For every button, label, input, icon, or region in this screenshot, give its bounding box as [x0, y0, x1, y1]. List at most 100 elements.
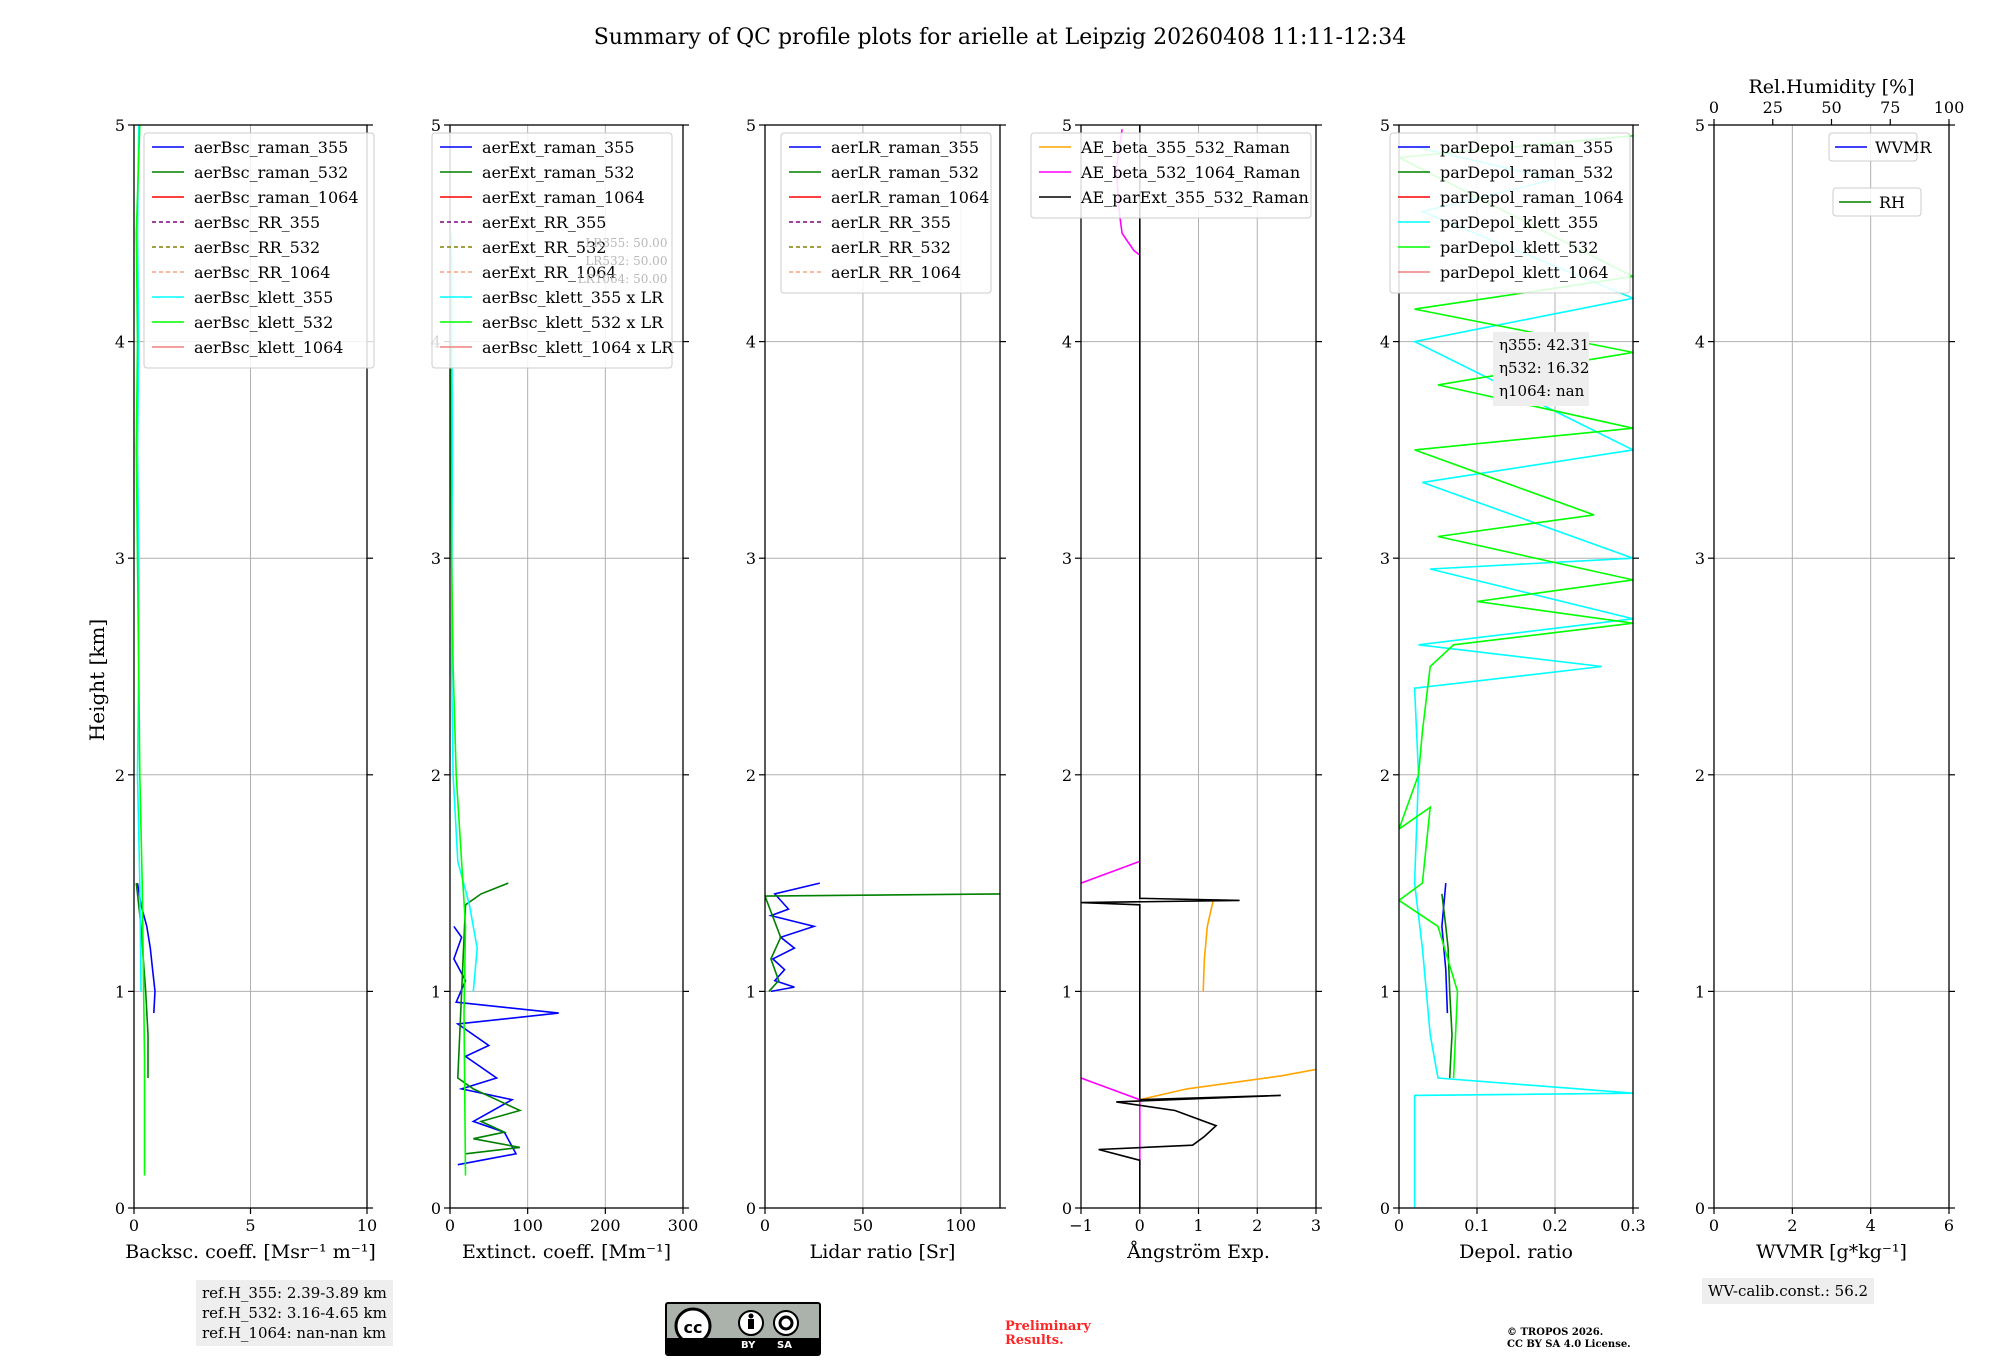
y-tick-label: 1: [1380, 982, 1390, 1001]
x-tick-label: 4: [1866, 1216, 1876, 1235]
x-tick-label: 3: [1311, 1216, 1321, 1235]
axes-frame: [764, 124, 1001, 1209]
series-parDepol_klett_355: [1412, 145, 1633, 1208]
legend-label: aerLR_RR_1064: [831, 263, 961, 282]
legend-label: parDepol_klett_355: [1440, 213, 1598, 232]
x-tick-label: 50: [853, 1216, 873, 1235]
legend-label: aerBsc_klett_1064 x LR: [482, 338, 674, 357]
x-tick-label: 2: [1252, 1216, 1262, 1235]
x-axis-label: Extinct. coeff. [Mm⁻¹]: [462, 1241, 671, 1263]
series-AE_beta_355_532_Raman_low: [1139, 1068, 1316, 1101]
y-tick-label: 4: [1695, 333, 1705, 352]
legend-label: aerLR_raman_532: [831, 163, 979, 182]
legend-label: aerBsc_klett_1064: [194, 338, 343, 357]
preliminary-line-2: Results.: [1005, 1333, 1064, 1348]
legend-label: AE_beta_355_532_Raman: [1080, 138, 1290, 157]
ref-height-1064: ref.H_1064: nan-nan km: [202, 1324, 387, 1342]
legend-label: aerLR_RR_532: [831, 238, 951, 257]
eta-box-bg: [1493, 332, 1589, 406]
x-axis-label: Ångström Exp.: [1126, 1241, 1270, 1263]
legend-label: AE_parExt_355_532_Raman: [1080, 188, 1309, 207]
license-sa-text: SA: [777, 1340, 792, 1351]
y-tick-label: 4: [1380, 333, 1390, 352]
legend-label: parDepol_klett_532: [1440, 238, 1598, 257]
y-tick-label: 3: [746, 549, 756, 568]
y-tick-label: 4: [746, 333, 756, 352]
top-x-tick-label: 50: [1821, 98, 1841, 117]
preliminary-line-1: Preliminary: [1005, 1319, 1091, 1334]
series-parDepol_klett_532: [1399, 135, 1633, 1079]
ref-height-355: ref.H_355: 2.39-3.89 km: [202, 1284, 387, 1302]
y-tick-label: 5: [746, 116, 756, 135]
top-x-tick-label: 100: [1934, 98, 1965, 117]
x-axis-label: Lidar ratio [Sr]: [810, 1241, 956, 1263]
by-attribution-icon: [738, 1310, 764, 1336]
axes-frame: [449, 124, 684, 1209]
legend-RH: RH: [1832, 187, 1922, 217]
panel-1: 0 5 10 0 1 2 3 4 5 Backsc. coeff. [Msr⁻¹ m⁻¹] aerB…: [115, 116, 377, 1263]
series-aerBsc_klett_532: [135, 125, 146, 1176]
y-tick-label: 1: [431, 982, 441, 1001]
series-aerBsc_klett_355 x LR: [450, 233, 479, 992]
series-AE_beta_532_1064_Raman_low: [1081, 1077, 1141, 1165]
y-tick-label: 3: [1695, 549, 1705, 568]
top-x-tick-label: 75: [1880, 98, 1900, 117]
series-aerBsc_klett_355: [136, 125, 142, 992]
eta-value: η355: 42.31: [1499, 336, 1589, 354]
top-x-tick-label: 0: [1709, 98, 1719, 117]
y-tick-label: 3: [115, 549, 125, 568]
x-tick-label: −1: [1069, 1216, 1093, 1235]
cc-license-badge: cc BY SA: [665, 1302, 821, 1356]
legend-label: aerBsc_RR_1064: [194, 263, 330, 282]
legend-label: aerBsc_klett_355 x LR: [482, 288, 664, 307]
x-tick-label: 0: [1394, 1216, 1404, 1235]
top-axis-label: Rel.Humidity [%]: [1748, 76, 1914, 98]
legend-label: aerBsc_klett_532 x LR: [482, 313, 664, 332]
legend-label: aerBsc_klett_532: [194, 313, 333, 332]
legend-label: parDepol_klett_1064: [1440, 263, 1609, 282]
y-tick-label: 2: [1695, 766, 1705, 785]
series-AE_beta_355_532_Raman: [1202, 900, 1214, 992]
legend: AE_beta_355_532_Raman AE_beta_532_1064_Ra…: [1030, 132, 1312, 219]
x-tick-label: 0: [445, 1216, 455, 1235]
y-tick-label: 0: [1380, 1199, 1390, 1218]
y-tick-label: 3: [1380, 549, 1390, 568]
copyright-notice: © TROPOS 2026. CC BY SA 4.0 License.: [1507, 1327, 1631, 1351]
y-tick-label: 3: [1062, 549, 1072, 568]
series-AE_parExt_355_532_Raman: [1081, 125, 1281, 1208]
series-aerBsc_klett_532 x LR: [450, 341, 467, 1176]
y-tick-label: 0: [1062, 1199, 1072, 1218]
figure-title: Summary of QC profile plots for arielle …: [594, 25, 1407, 50]
y-tick-label: 0: [115, 1199, 125, 1218]
y-tick-label: 0: [1695, 1199, 1705, 1218]
legend-label: aerBsc_raman_1064: [194, 188, 359, 207]
preliminary-notice: Preliminary Results.: [1005, 1320, 1091, 1348]
legend-label: aerExt_RR_355: [482, 213, 606, 232]
x-tick-label: 0.2: [1542, 1216, 1567, 1235]
legend-WVMR: WVMR: [1828, 132, 1932, 162]
series-aerExt_raman_355: [453, 925, 559, 1166]
y-tick-label: 5: [1695, 116, 1705, 135]
wv-calibration-box: WV-calib.const.: 56.2: [1702, 1278, 1875, 1304]
lidar-ratio-annotation: LR532: 50.00: [585, 254, 667, 268]
legend: parDepol_raman_355 parDepol_raman_532 parD…: [1389, 132, 1631, 294]
legend-label: parDepol_raman_355: [1440, 138, 1613, 157]
y-axis-label: Height [km]: [85, 619, 109, 741]
ref-height-532: ref.H_532: 3.16-4.65 km: [202, 1304, 387, 1322]
legend-label: RH: [1879, 193, 1905, 212]
y-tick-label: 1: [1062, 982, 1072, 1001]
y-tick-label: 2: [1380, 766, 1390, 785]
series-aerLR_raman_532: [765, 893, 1000, 992]
panel-5: 0 0.1 0.2 0.3 0 1 2 3 4 5 Depol. ratio parDepol_ram…: [1380, 116, 1646, 1263]
legend-box: [780, 132, 992, 294]
legend-box: [1832, 187, 1922, 217]
legend-box: [431, 132, 673, 369]
x-axis-label: Backsc. coeff. [Msr⁻¹ m⁻¹]: [125, 1241, 376, 1263]
y-tick-label: 3: [431, 549, 441, 568]
y-tick-label: 4: [1062, 333, 1072, 352]
legend-label: aerExt_RR_532: [482, 238, 606, 257]
legend-label: parDepol_raman_1064: [1440, 188, 1624, 207]
y-tick-label: 2: [1062, 766, 1072, 785]
y-tick-label: 5: [115, 116, 125, 135]
